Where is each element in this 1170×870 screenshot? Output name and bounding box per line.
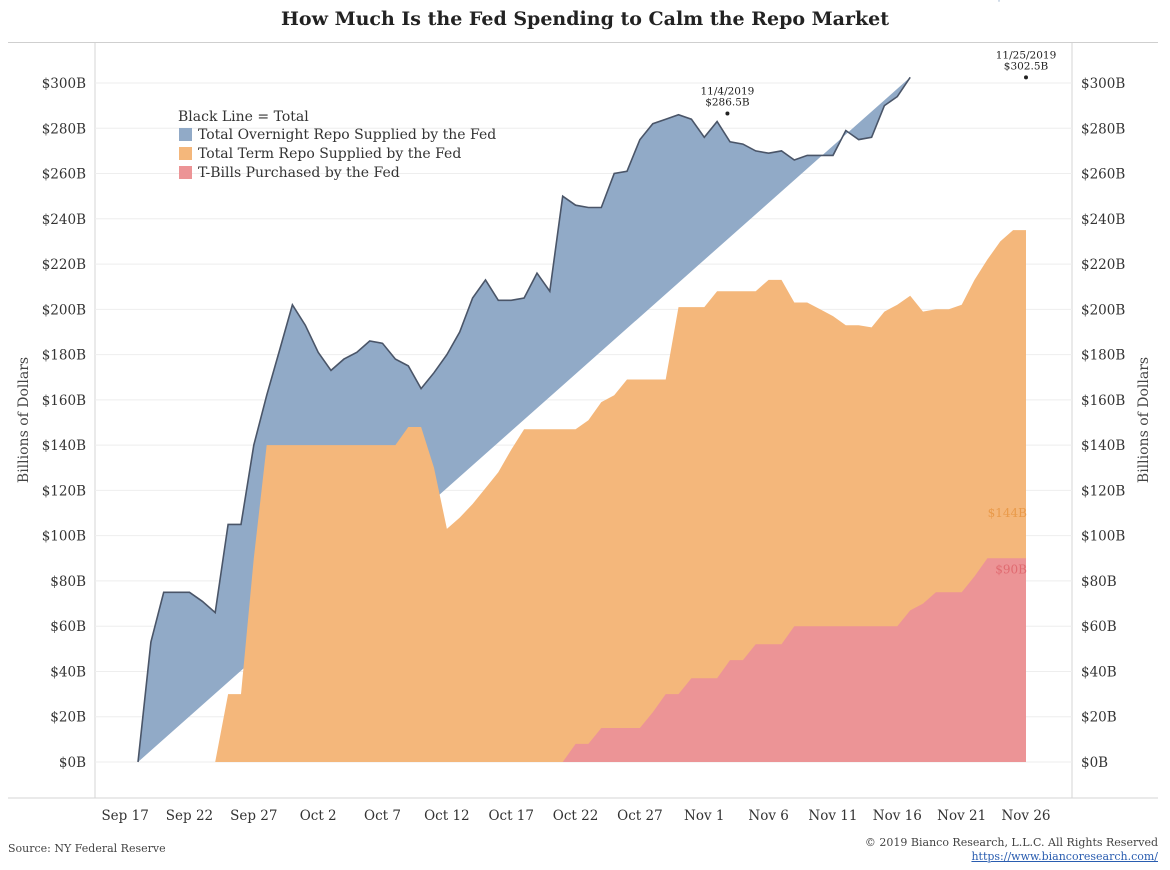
y-tick-label-right: $280B: [1081, 121, 1125, 137]
y-tick-label-right: $160B: [1081, 393, 1125, 409]
annotation-date: 11/4/2019: [701, 86, 755, 98]
x-tick-label: Oct 2: [300, 808, 337, 824]
y-tick-label-left: $280B: [42, 121, 86, 137]
title-divider: [8, 42, 1158, 43]
legend-label: T-Bills Purchased by the Fed: [198, 165, 400, 181]
y-tick-label-left: $40B: [50, 664, 86, 680]
area-series: [138, 77, 1026, 763]
y-tick-label-right: $60B: [1081, 619, 1117, 635]
y-tick-label-left: $60B: [50, 619, 86, 635]
x-axis-labels: Sep 17 Sep 22 Sep 27 Oct 2 Oct 7 Oct 12 Oct 17…: [101, 808, 1050, 824]
x-tick-label: Sep 22: [166, 808, 213, 824]
y-axis-title-right: Billions of Dollars: [1136, 357, 1152, 483]
y-tick-label-right: $260B: [1081, 167, 1125, 183]
x-tick-label: Oct 7: [364, 808, 401, 824]
y-tick-label-left: $220B: [42, 257, 86, 273]
legend-swatch: [179, 166, 192, 179]
y-tick-label-right: $120B: [1081, 483, 1125, 499]
y-tick-label-left: $240B: [42, 212, 86, 228]
x-tick-label: Oct 17: [488, 808, 534, 824]
y-tick-label-left: $160B: [42, 393, 86, 409]
x-tick-label: Nov 1: [684, 808, 724, 824]
legend-swatch: [179, 147, 192, 160]
legend: Black Line = Total Total Overnight Repo S…: [178, 109, 496, 181]
x-tick-label: Nov 26: [1001, 808, 1050, 824]
y-tick-label-left: $80B: [50, 574, 86, 590]
x-tick-label: Nov 16: [873, 808, 922, 824]
y-axis-right: $0B $20B $40B $60B $80B $100B $120B $140B $160B $…: [1081, 76, 1125, 771]
y-tick-label-left: $20B: [50, 710, 86, 726]
x-tick-label: Oct 22: [553, 808, 599, 824]
legend-label: Total Overnight Repo Supplied by the Fed: [198, 127, 496, 143]
chart-title: How Much Is the Fed Spending to Calm the…: [280, 8, 890, 30]
y-tick-label-right: $220B: [1081, 257, 1125, 273]
area-tbills: [138, 558, 1026, 762]
series-end-label: $69B: [995, 0, 1027, 3]
y-tick-label-right: $200B: [1081, 302, 1125, 318]
y-tick-label-left: $100B: [42, 529, 86, 545]
y-tick-label-left: $140B: [42, 438, 86, 454]
annotation-marker: [1024, 75, 1028, 80]
x-tick-label: Nov 6: [748, 808, 788, 824]
y-tick-label-left: $0B: [59, 755, 86, 771]
y-tick-label-right: $80B: [1081, 574, 1117, 590]
x-tick-label: Sep 17: [101, 808, 148, 824]
y-tick-label-right: $140B: [1081, 438, 1125, 454]
y-tick-label-left: $180B: [42, 348, 86, 364]
y-tick-label-left: $200B: [42, 302, 86, 318]
legend-label: Total Term Repo Supplied by the Fed: [198, 146, 461, 162]
y-tick-label-right: $100B: [1081, 529, 1125, 545]
x-tick-label: Oct 27: [617, 808, 663, 824]
x-tick-label: Nov 21: [937, 808, 986, 824]
series-end-labels: $69B $144B $90B: [988, 0, 1028, 577]
copyright-text: © 2019 Bianco Research, L.L.C. All Right…: [864, 836, 1158, 849]
source-note: Source: NY Federal Reserve: [8, 842, 166, 855]
y-tick-label-right: $240B: [1081, 212, 1125, 228]
y-axis-left: $0B $20B $40B $60B $80B $100B $120B $140B $160B $…: [42, 76, 86, 771]
y-tick-label-right: $0B: [1081, 755, 1108, 771]
x-tick-label: Nov 11: [808, 808, 857, 824]
y-axis-title-left: Billions of Dollars: [16, 357, 32, 483]
annotation-value: $302.5B: [1004, 60, 1049, 72]
y-tick-label-left: $260B: [42, 167, 86, 183]
legend-header: Black Line = Total: [178, 109, 309, 125]
series-end-label: $144B: [988, 506, 1028, 520]
annotation-value: $286.5B: [705, 97, 750, 109]
y-tick-label-right: $180B: [1081, 348, 1125, 364]
y-tick-label-right: $40B: [1081, 664, 1117, 680]
x-tick-label: Sep 27: [230, 808, 277, 824]
bianco-url-link[interactable]: https://www.biancoresearch.com/: [971, 850, 1158, 863]
series-end-label: $90B: [995, 563, 1027, 577]
y-tick-label-left: $120B: [42, 483, 86, 499]
copyright-block: © 2019 Bianco Research, L.L.C. All Right…: [865, 836, 1158, 864]
annotation-date: 11/25/2019: [996, 49, 1057, 61]
y-tick-label-right: $20B: [1081, 710, 1117, 726]
legend-swatch: [179, 128, 192, 141]
y-tick-label-left: $300B: [42, 76, 86, 92]
x-tick-label: Oct 12: [424, 808, 470, 824]
y-tick-label-right: $300B: [1081, 76, 1125, 92]
total-line: [137, 76, 911, 763]
annotation-marker: [725, 111, 730, 116]
annotations: 11/4/2019$286.5B 11/25/2019$302.5B: [701, 49, 1057, 116]
